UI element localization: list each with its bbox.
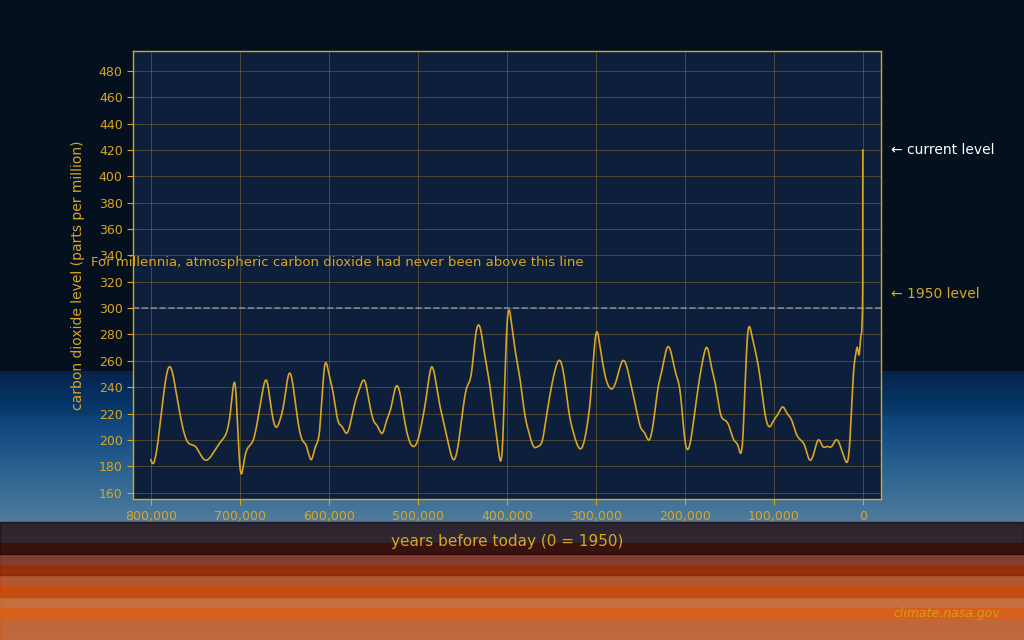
- Text: For millennia, atmospheric carbon dioxide had never been above this line: For millennia, atmospheric carbon dioxid…: [91, 255, 584, 269]
- Bar: [0, 586, 1024, 618]
- Bar: [0, 0, 1024, 416]
- Y-axis label: carbon dioxide level (parts per million): carbon dioxide level (parts per million): [71, 140, 85, 410]
- Text: ← 1950 level: ← 1950 level: [891, 287, 979, 301]
- Bar: [0, 564, 1024, 597]
- Text: climate.nasa.gov: climate.nasa.gov: [893, 607, 1000, 620]
- X-axis label: years before today (0 = 1950): years before today (0 = 1950): [391, 534, 623, 548]
- Text: ← current level: ← current level: [891, 143, 994, 157]
- Bar: [0, 416, 1024, 640]
- Bar: [0, 543, 1024, 575]
- Bar: [0, 522, 1024, 554]
- Bar: [0, 608, 1024, 640]
